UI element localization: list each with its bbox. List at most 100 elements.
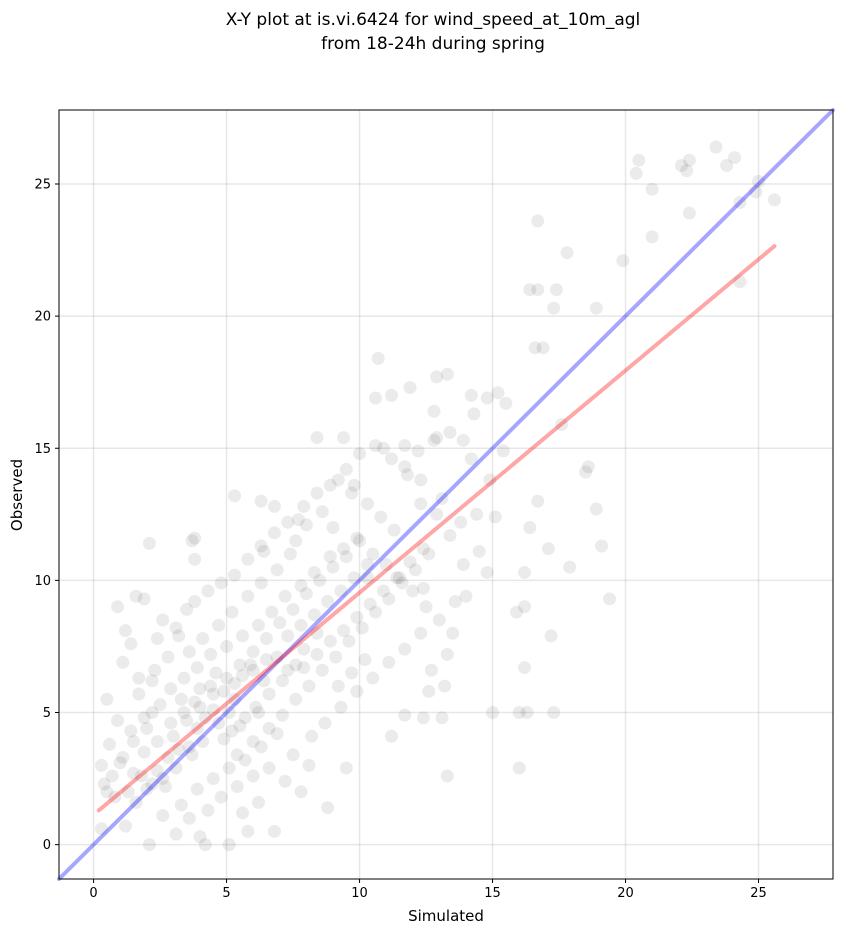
data-point — [390, 571, 404, 585]
data-point — [265, 605, 279, 619]
data-point — [376, 584, 390, 598]
data-point — [246, 769, 260, 783]
data-point — [166, 729, 180, 743]
data-point — [254, 576, 268, 590]
data-point — [682, 206, 696, 220]
data-point — [422, 684, 436, 698]
x-axis-ticks: 0 5 10 15 20 25 — [89, 879, 767, 901]
data-point — [342, 634, 356, 648]
data-point — [353, 447, 367, 461]
x-tick-label: 20 — [617, 886, 634, 901]
data-point — [467, 407, 481, 421]
data-points — [95, 140, 781, 852]
data-point — [182, 645, 196, 659]
data-point — [440, 647, 454, 661]
data-point — [262, 721, 276, 735]
data-point — [132, 687, 146, 701]
data-point — [517, 600, 531, 614]
data-point — [185, 748, 199, 762]
data-point — [105, 769, 119, 783]
data-point — [281, 663, 295, 677]
data-point — [286, 602, 300, 616]
data-point — [472, 544, 486, 558]
data-point — [142, 838, 156, 852]
x-tick-label: 5 — [222, 886, 230, 901]
data-point — [289, 534, 303, 548]
data-point — [313, 573, 327, 587]
data-point — [177, 671, 191, 685]
data-point — [267, 824, 281, 838]
data-point — [254, 740, 268, 754]
grid-lines — [59, 110, 833, 879]
data-point — [464, 388, 478, 402]
data-point — [228, 568, 242, 582]
data-point — [111, 713, 125, 727]
data-point — [241, 552, 255, 566]
data-point — [140, 782, 154, 796]
data-point — [188, 531, 202, 545]
data-point — [682, 153, 696, 167]
x-tick-label: 0 — [89, 886, 97, 901]
data-point — [358, 653, 372, 667]
data-point — [464, 452, 478, 466]
data-point — [430, 431, 444, 445]
data-point — [254, 494, 268, 508]
data-point — [369, 439, 383, 453]
data-point — [100, 692, 114, 706]
data-point — [414, 626, 428, 640]
data-point — [310, 626, 324, 640]
fit-lines — [57, 108, 835, 881]
data-point — [339, 761, 353, 775]
data-point — [233, 658, 247, 672]
data-point — [363, 597, 377, 611]
data-point — [440, 769, 454, 783]
data-point — [180, 713, 194, 727]
data-point — [416, 581, 430, 595]
data-point — [350, 610, 364, 624]
data-point — [499, 396, 513, 410]
data-point — [400, 468, 414, 482]
data-point — [350, 684, 364, 698]
data-point — [278, 589, 292, 603]
data-point — [523, 283, 537, 297]
data-point — [728, 151, 742, 165]
data-point — [310, 486, 324, 500]
data-point — [438, 679, 452, 693]
data-point — [422, 547, 436, 561]
data-point — [161, 650, 175, 664]
data-point — [323, 478, 337, 492]
data-point — [509, 605, 523, 619]
data-point — [384, 452, 398, 466]
data-point — [589, 301, 603, 315]
data-point — [212, 618, 226, 632]
data-point — [198, 711, 212, 725]
data-point — [236, 629, 250, 643]
data-point — [270, 563, 284, 577]
data-point — [169, 761, 183, 775]
data-point — [95, 758, 109, 772]
data-point — [169, 621, 183, 635]
data-point — [329, 650, 343, 664]
data-point — [251, 706, 265, 720]
data-point — [121, 785, 135, 799]
data-point — [233, 719, 247, 733]
regression-line — [96, 244, 777, 813]
data-point — [196, 735, 210, 749]
data-point — [108, 790, 122, 804]
data-point — [201, 803, 215, 817]
data-point — [767, 193, 781, 207]
data-point — [150, 764, 164, 778]
data-point — [299, 587, 313, 601]
data-point — [193, 830, 207, 844]
data-point — [281, 515, 295, 529]
data-point — [321, 595, 335, 609]
data-point — [629, 166, 643, 180]
data-point — [201, 584, 215, 598]
data-point — [315, 505, 329, 519]
data-point — [347, 478, 361, 492]
data-point — [361, 558, 375, 572]
data-point — [376, 441, 390, 455]
x-tick-label: 10 — [351, 886, 368, 901]
chart-title: X-Y plot at is.vi.6424 for wind_speed_at… — [226, 10, 641, 54]
data-point — [164, 716, 178, 730]
